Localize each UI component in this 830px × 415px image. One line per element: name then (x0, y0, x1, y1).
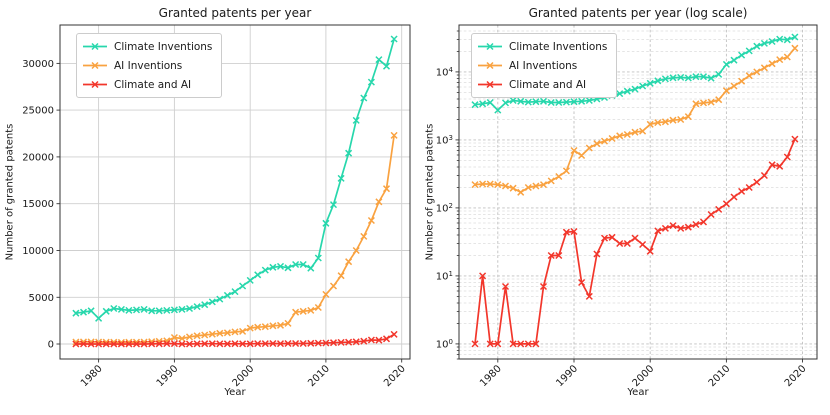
y-tick-label: 100 (436, 338, 453, 351)
y-tick-label: 30000 (22, 59, 54, 70)
legend-x-marker (486, 42, 494, 51)
series-group-log (471, 33, 799, 348)
x-tick-label: 1980 (478, 363, 504, 389)
log-chart-title: Granted patents per year (log scale) (528, 6, 748, 20)
linear-chart-title: Granted patents per year (158, 6, 312, 20)
legend-entry-ai-inventions: AI Inventions (82, 56, 212, 75)
linear-y-axis-label: Number of granted patents (4, 123, 16, 261)
legend-line-x-marker-icon (478, 61, 502, 70)
y-tick-label: 104 (436, 66, 454, 79)
legend-x-marker (486, 80, 494, 89)
y-tick-label: 5000 (29, 293, 54, 304)
linear-x-axis-label: Year (224, 387, 246, 398)
y-tick-label: 101 (436, 270, 453, 283)
y-tick-label: 103 (436, 134, 453, 147)
x-tick-label: 2020 (783, 363, 809, 389)
y-tick-label: 0 (48, 340, 54, 351)
axes-frame-log (458, 24, 818, 360)
legend-line-x-marker-icon (478, 42, 502, 51)
legend-entry-climate-inventions: Climate Inventions (82, 37, 212, 56)
legend-label: AI Inventions (509, 59, 578, 72)
series-markers-ai-inventions (72, 131, 398, 346)
y-tick-label: 102 (436, 202, 453, 215)
series-group-linear (72, 35, 398, 348)
x-tick-label: 2000 (631, 363, 657, 389)
legend-x-marker (486, 61, 494, 70)
x-tick-label: 2010 (306, 363, 332, 389)
legend-label: AI Inventions (114, 59, 183, 72)
legend-line-x-marker-icon (478, 80, 502, 89)
legend-label: Climate and AI (509, 78, 587, 91)
y-tick-label: 10000 (22, 246, 54, 257)
series-line-climate-and-ai (474, 138, 796, 345)
log-chart-legend: Climate Inventions AI Inventions Climate a… (471, 33, 618, 98)
series-markers-climate-inventions (72, 35, 398, 322)
y-tick-label: 20000 (22, 152, 54, 163)
legend-label: Climate Inventions (509, 40, 608, 53)
y-tick-label: 15000 (22, 199, 54, 210)
linear-chart-legend: Climate Inventions AI Inventions Climate a… (76, 33, 223, 98)
x-tick-label: 1990 (554, 363, 580, 389)
legend-label: Climate Inventions (114, 40, 213, 53)
series-markers-climate-and-ai (471, 135, 799, 348)
x-tick-label: 1990 (155, 363, 181, 389)
axes-frame-linear (59, 24, 411, 360)
legend-entry-climate-inventions: Climate Inventions (477, 37, 607, 56)
legend-x-marker (91, 42, 99, 51)
grid-log (459, 25, 817, 360)
log-x-axis-label: Year (627, 387, 649, 398)
legend-x-marker (91, 61, 99, 70)
ticks-linear: 1980 1990 2000 2010 2020 0 5000 10000 15000 20000… (22, 59, 408, 389)
x-tick-label: 2010 (707, 363, 733, 389)
legend-line-x-marker-icon (83, 61, 107, 70)
x-tick-label: 2000 (231, 363, 257, 389)
legend-entry-climate-and-ai: Climate and AI (82, 75, 212, 94)
series-markers-ai-inventions (471, 44, 799, 196)
legend-x-marker (91, 80, 99, 89)
legend-line-x-marker-icon (83, 42, 107, 51)
x-tick-label: 1980 (79, 363, 105, 389)
legend-label: Climate and AI (114, 78, 192, 91)
log-y-axis-label: Number of granted patents (424, 123, 436, 261)
legend-line-x-marker-icon (83, 80, 107, 89)
legend-entry-ai-inventions: AI Inventions (477, 56, 607, 75)
series-markers-climate-inventions (471, 33, 799, 114)
series-markers-climate-and-ai (72, 330, 398, 348)
x-tick-label: 2020 (382, 363, 408, 389)
legend-entry-climate-and-ai: Climate and AI (477, 75, 607, 94)
y-tick-label: 25000 (22, 106, 54, 117)
